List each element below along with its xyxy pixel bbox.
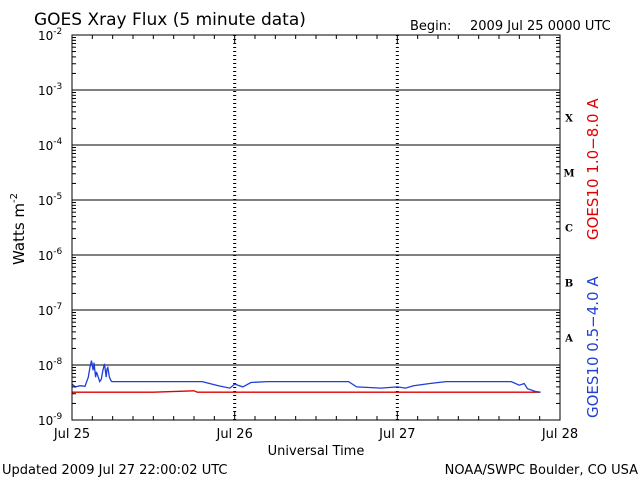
y-tick-label: 10-6 — [38, 247, 63, 263]
y-axis-label-exp: -2 — [9, 193, 20, 203]
flare-class-labels: A B C M X — [563, 114, 574, 345]
x-tick-label: Jul 28 — [541, 427, 578, 442]
flare-class-label: X — [565, 114, 573, 125]
y-tick-base: 10 — [38, 414, 53, 428]
y-tick-exp: -4 — [53, 137, 62, 147]
chart-title: GOES Xray Flux (5 minute data) — [34, 10, 306, 30]
flare-class-label: A — [564, 334, 573, 345]
flare-class-label: B — [565, 279, 573, 290]
y-tick-base: 10 — [38, 304, 53, 318]
y-tick-label: 10-8 — [38, 357, 63, 373]
flare-class-label: C — [565, 224, 573, 235]
series-long-channel — [72, 390, 541, 393]
y-axis-label: Watts m-2 — [9, 193, 28, 265]
y-tick-exp: -3 — [53, 82, 62, 92]
y-tick-exp: -2 — [53, 27, 62, 37]
y-tick-label: 10-3 — [38, 82, 62, 98]
flare-class-label: M — [563, 169, 574, 180]
begin-value: 2009 Jul 25 0000 UTC — [470, 19, 611, 34]
x-tick-label: Jul 25 — [53, 427, 90, 442]
series-layer — [71, 360, 541, 393]
y-tick-base: 10 — [38, 84, 53, 98]
svg-text:Watts m-2: Watts m-2 — [9, 193, 28, 265]
begin-label: Begin: — [410, 19, 451, 34]
y-axis-label-text: Watts m — [10, 203, 28, 265]
x-tick-label: Jul 27 — [378, 427, 415, 442]
y-tick-exp: -9 — [53, 412, 62, 422]
y-tick-base: 10 — [38, 249, 53, 263]
short-channel-label: GOES10 0.5−4.0 A — [584, 276, 602, 418]
y-tick-label: 10-7 — [38, 302, 62, 318]
y-tick-exp: -7 — [53, 302, 62, 312]
y-tick-label: 10-5 — [38, 192, 62, 208]
y-tick-label: 10-4 — [38, 137, 63, 153]
series-short-channel — [71, 360, 541, 393]
y-tick-exp: -6 — [53, 247, 62, 257]
long-channel-label: GOES10 1.0−8.0 A — [584, 98, 602, 240]
x-axis: Jul 25 Jul 26 Jul 27 Jul 28 — [53, 35, 578, 442]
y-tick-exp: -8 — [53, 357, 62, 367]
y-tick-base: 10 — [38, 29, 53, 43]
updated-timestamp: Updated 2009 Jul 27 22:00:02 UTC — [2, 463, 227, 478]
y-tick-base: 10 — [38, 194, 53, 208]
y-tick-label: 10-9 — [38, 412, 63, 428]
y-tick-exp: -5 — [53, 192, 62, 202]
y-tick-label: 10-2 — [38, 27, 62, 43]
credit-text: NOAA/SWPC Boulder, CO USA — [445, 463, 638, 478]
y-tick-base: 10 — [38, 359, 53, 373]
x-tick-label: Jul 26 — [215, 427, 252, 442]
x-axis-label: Universal Time — [268, 444, 365, 459]
y-tick-base: 10 — [38, 139, 53, 153]
day-markers — [233, 35, 399, 420]
grid-lines — [72, 89, 560, 366]
y-axis: 10-910-810-710-610-510-410-310-2 — [38, 27, 560, 428]
